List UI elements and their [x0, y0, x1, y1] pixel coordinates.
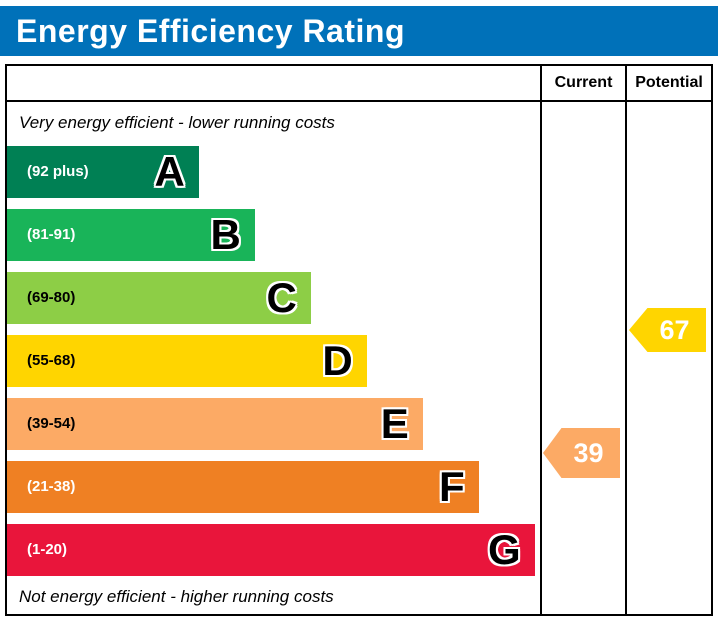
band-row: (1-20) G	[7, 518, 540, 581]
band-a: (92 plus) A	[7, 145, 199, 198]
band-c-letter: C	[266, 273, 297, 321]
page-title: Energy Efficiency Rating	[16, 12, 405, 49]
potential-rating-value: 67	[659, 314, 690, 345]
band-g-range-label: (1-20)	[27, 541, 68, 558]
band-d-range-label: (55-68)	[27, 352, 76, 369]
band-e-range-label: (39-54)	[27, 415, 76, 432]
band-row: (69-80) C	[7, 266, 540, 329]
band-c: (69-80) C	[7, 271, 311, 324]
band-c-range-label: (69-80)	[27, 289, 76, 306]
band-a-range-label: (92 plus)	[27, 163, 89, 180]
title-bar: Energy Efficiency Rating	[0, 6, 718, 56]
band-d: (55-68) D	[7, 334, 367, 387]
potential-rating-arrow: 67	[629, 308, 706, 352]
bands-area: Very energy efficient - lower running co…	[7, 102, 540, 614]
band-f-range-label: (21-38)	[27, 478, 76, 495]
band-row: (55-68) D	[7, 329, 540, 392]
band-f-letter: F	[439, 462, 465, 510]
band-b-letter: B	[210, 210, 241, 258]
band-b: (81-91) B	[7, 208, 255, 261]
band-e-letter: E	[380, 399, 409, 447]
potential-column: 67	[625, 102, 711, 614]
caption-bottom: Not energy efficient - higher running co…	[19, 587, 334, 606]
band-g-letter: G	[487, 525, 521, 573]
band-f: (21-38) F	[7, 460, 479, 513]
current-column: 39	[540, 102, 625, 614]
header-spacer	[7, 66, 540, 102]
current-rating-value: 39	[573, 437, 604, 468]
potential-column-header: Potential	[625, 66, 711, 102]
band-e: (39-54) E	[7, 397, 423, 450]
bands: (92 plus) A (81-91) B (69-80) C (55-68)	[7, 140, 540, 581]
current-column-header: Current	[540, 66, 625, 102]
band-a-letter: A	[154, 147, 185, 195]
band-row: (39-54) E	[7, 392, 540, 455]
current-rating-arrow: 39	[543, 428, 620, 478]
energy-rating-chart: Current Potential Very energy efficient …	[5, 64, 713, 616]
band-row: (21-38) F	[7, 455, 540, 518]
band-g: (1-20) G	[7, 523, 535, 576]
band-row: (92 plus) A	[7, 140, 540, 203]
band-b-range-label: (81-91)	[27, 226, 76, 243]
band-row: (81-91) B	[7, 203, 540, 266]
band-d-letter: D	[322, 336, 353, 384]
caption-top: Very energy efficient - lower running co…	[19, 113, 335, 132]
